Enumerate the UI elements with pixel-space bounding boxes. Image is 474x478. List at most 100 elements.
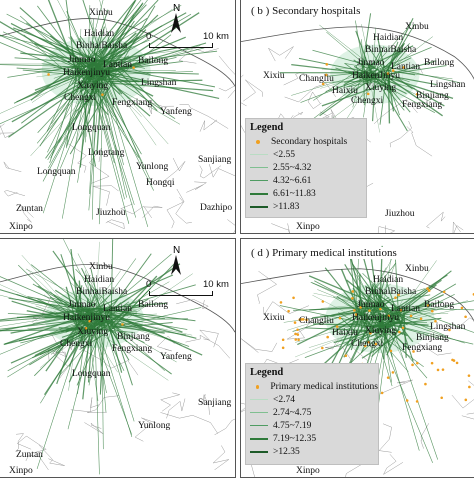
- district-boundary: [209, 164, 235, 177]
- place-label: Haidian: [84, 276, 114, 286]
- legend-class-row: 2.55~4.32: [246, 161, 366, 174]
- place-label: Bailong: [424, 301, 454, 311]
- legend-class-label: <2.74: [273, 395, 295, 405]
- place-label: Haikenjinyu: [63, 69, 110, 79]
- place-label: Fengxiang: [112, 99, 152, 109]
- legend-point-row: Primary medical institutions: [246, 380, 378, 393]
- district-boundary: [271, 223, 290, 233]
- line-swatch-icon: [250, 412, 268, 413]
- point-symbol-icon: [256, 385, 259, 389]
- district-boundary: [0, 124, 5, 140]
- facility-point: [406, 399, 409, 402]
- district-boundary: [213, 219, 235, 233]
- district-boundary: [213, 445, 229, 469]
- district-boundary: [142, 206, 162, 218]
- place-label: Xiuying: [77, 328, 108, 338]
- place-label: Xiuying: [365, 84, 396, 94]
- place-label: Xinbu: [89, 263, 113, 273]
- place-label: Xinpo: [296, 223, 320, 233]
- facility-point: [440, 396, 443, 399]
- facility-point: [420, 317, 423, 320]
- facility-point: [345, 354, 348, 357]
- facility-point: [294, 321, 297, 324]
- district-boundary: [390, 121, 412, 147]
- place-label: BinhaiBaisha: [76, 288, 127, 298]
- legend-class-label: 6.61~11.83: [273, 189, 316, 199]
- place-label: Fengxiang: [112, 345, 152, 355]
- legend-class-row: 6.61~11.83: [246, 187, 366, 200]
- place-label: Longquan: [72, 124, 111, 134]
- facility-point: [296, 328, 299, 331]
- map-panel-a: N 0 10 km Xinbu Haidian BinhaiBaisha Jin…: [0, 0, 236, 234]
- facility-point: [410, 315, 413, 318]
- facility-point: [402, 327, 405, 330]
- place-label: Changliu: [299, 75, 334, 85]
- district-boundary: [407, 126, 432, 156]
- district-boundary: [241, 75, 247, 106]
- line-swatch-icon: [250, 399, 268, 400]
- place-label: Binjiang: [117, 333, 150, 343]
- legend-point-row: Secondary hospitals: [246, 135, 366, 148]
- line-swatch-icon: [250, 206, 268, 208]
- place-label: Xiuying: [365, 327, 396, 337]
- line-swatch-icon: [250, 451, 268, 453]
- facility-point: [47, 73, 50, 76]
- north-label: N: [173, 245, 180, 256]
- district-boundary: [452, 381, 474, 408]
- place-label: Fengxiang: [402, 101, 442, 111]
- district-boundary: [84, 422, 103, 434]
- legend-class-label: 4.75~7.19: [273, 421, 311, 431]
- place-label: BinhaiBaisha: [365, 288, 416, 298]
- place-label: Longquan: [72, 370, 111, 380]
- legend-class-row: >12.35: [246, 445, 378, 458]
- place-label: Haikenjinyu: [352, 314, 399, 324]
- legend-class-label: >12.35: [273, 447, 300, 457]
- line-swatch-icon: [250, 425, 268, 426]
- district-boundary: [241, 338, 277, 353]
- place-label: Jinmao: [357, 301, 384, 311]
- map-panel-d: ( d ) Primary medical institutions Xinbu…: [240, 238, 474, 478]
- north-arrow-icon: N: [169, 7, 183, 40]
- scale-bar: [149, 291, 213, 296]
- place-label: HaikenJinyu: [352, 72, 400, 82]
- district-boundary: [427, 212, 446, 228]
- place-label: Yunlong: [136, 163, 168, 173]
- scale-start-label: 0: [146, 31, 151, 42]
- place-label: Hongqi: [146, 179, 175, 189]
- place-label: Yunlong: [138, 422, 170, 432]
- legend-class-label: 4.32~6.61: [273, 176, 311, 186]
- place-label: Yanfeng: [160, 353, 192, 363]
- legend-d: Legend Primary medical institutions <2.7…: [245, 363, 379, 465]
- facility-point: [387, 376, 390, 379]
- facility-point: [468, 374, 471, 377]
- facility-point: [294, 333, 297, 336]
- legend-title: Legend: [250, 122, 366, 133]
- facility-point: [431, 362, 434, 365]
- scale-end-label: 10 km: [203, 31, 229, 42]
- place-label: Jinmao: [68, 56, 95, 66]
- legend-class-row: 4.75~7.19: [246, 419, 378, 432]
- facility-point: [416, 400, 419, 403]
- line-swatch-icon: [250, 154, 268, 155]
- legend-class-label: 2.74~4.75: [273, 408, 311, 418]
- legend-point-label: Primary medical institutions: [270, 382, 378, 392]
- facility-point: [381, 392, 384, 395]
- facility-point: [339, 317, 342, 320]
- district-boundary: [453, 222, 463, 233]
- place-label: Lingshan: [430, 323, 465, 333]
- facility-point: [456, 362, 459, 365]
- district-boundary: [15, 434, 23, 452]
- legend-class-row: >11.83: [246, 200, 366, 213]
- facility-point: [437, 369, 440, 372]
- scale-bar: [149, 43, 213, 48]
- facility-point: [468, 386, 471, 389]
- place-label: Jiuzhou: [385, 210, 415, 220]
- facility-point: [443, 291, 446, 294]
- place-label: BinhaiBaisha: [76, 42, 127, 52]
- panel-title-d: ( d ) Primary medical institutions: [249, 247, 399, 259]
- district-boundary: [219, 56, 235, 91]
- line-swatch-icon: [250, 180, 268, 181]
- place-label: Lingshan: [430, 81, 465, 91]
- place-label: Lingshan: [141, 79, 176, 89]
- facility-point: [325, 63, 328, 66]
